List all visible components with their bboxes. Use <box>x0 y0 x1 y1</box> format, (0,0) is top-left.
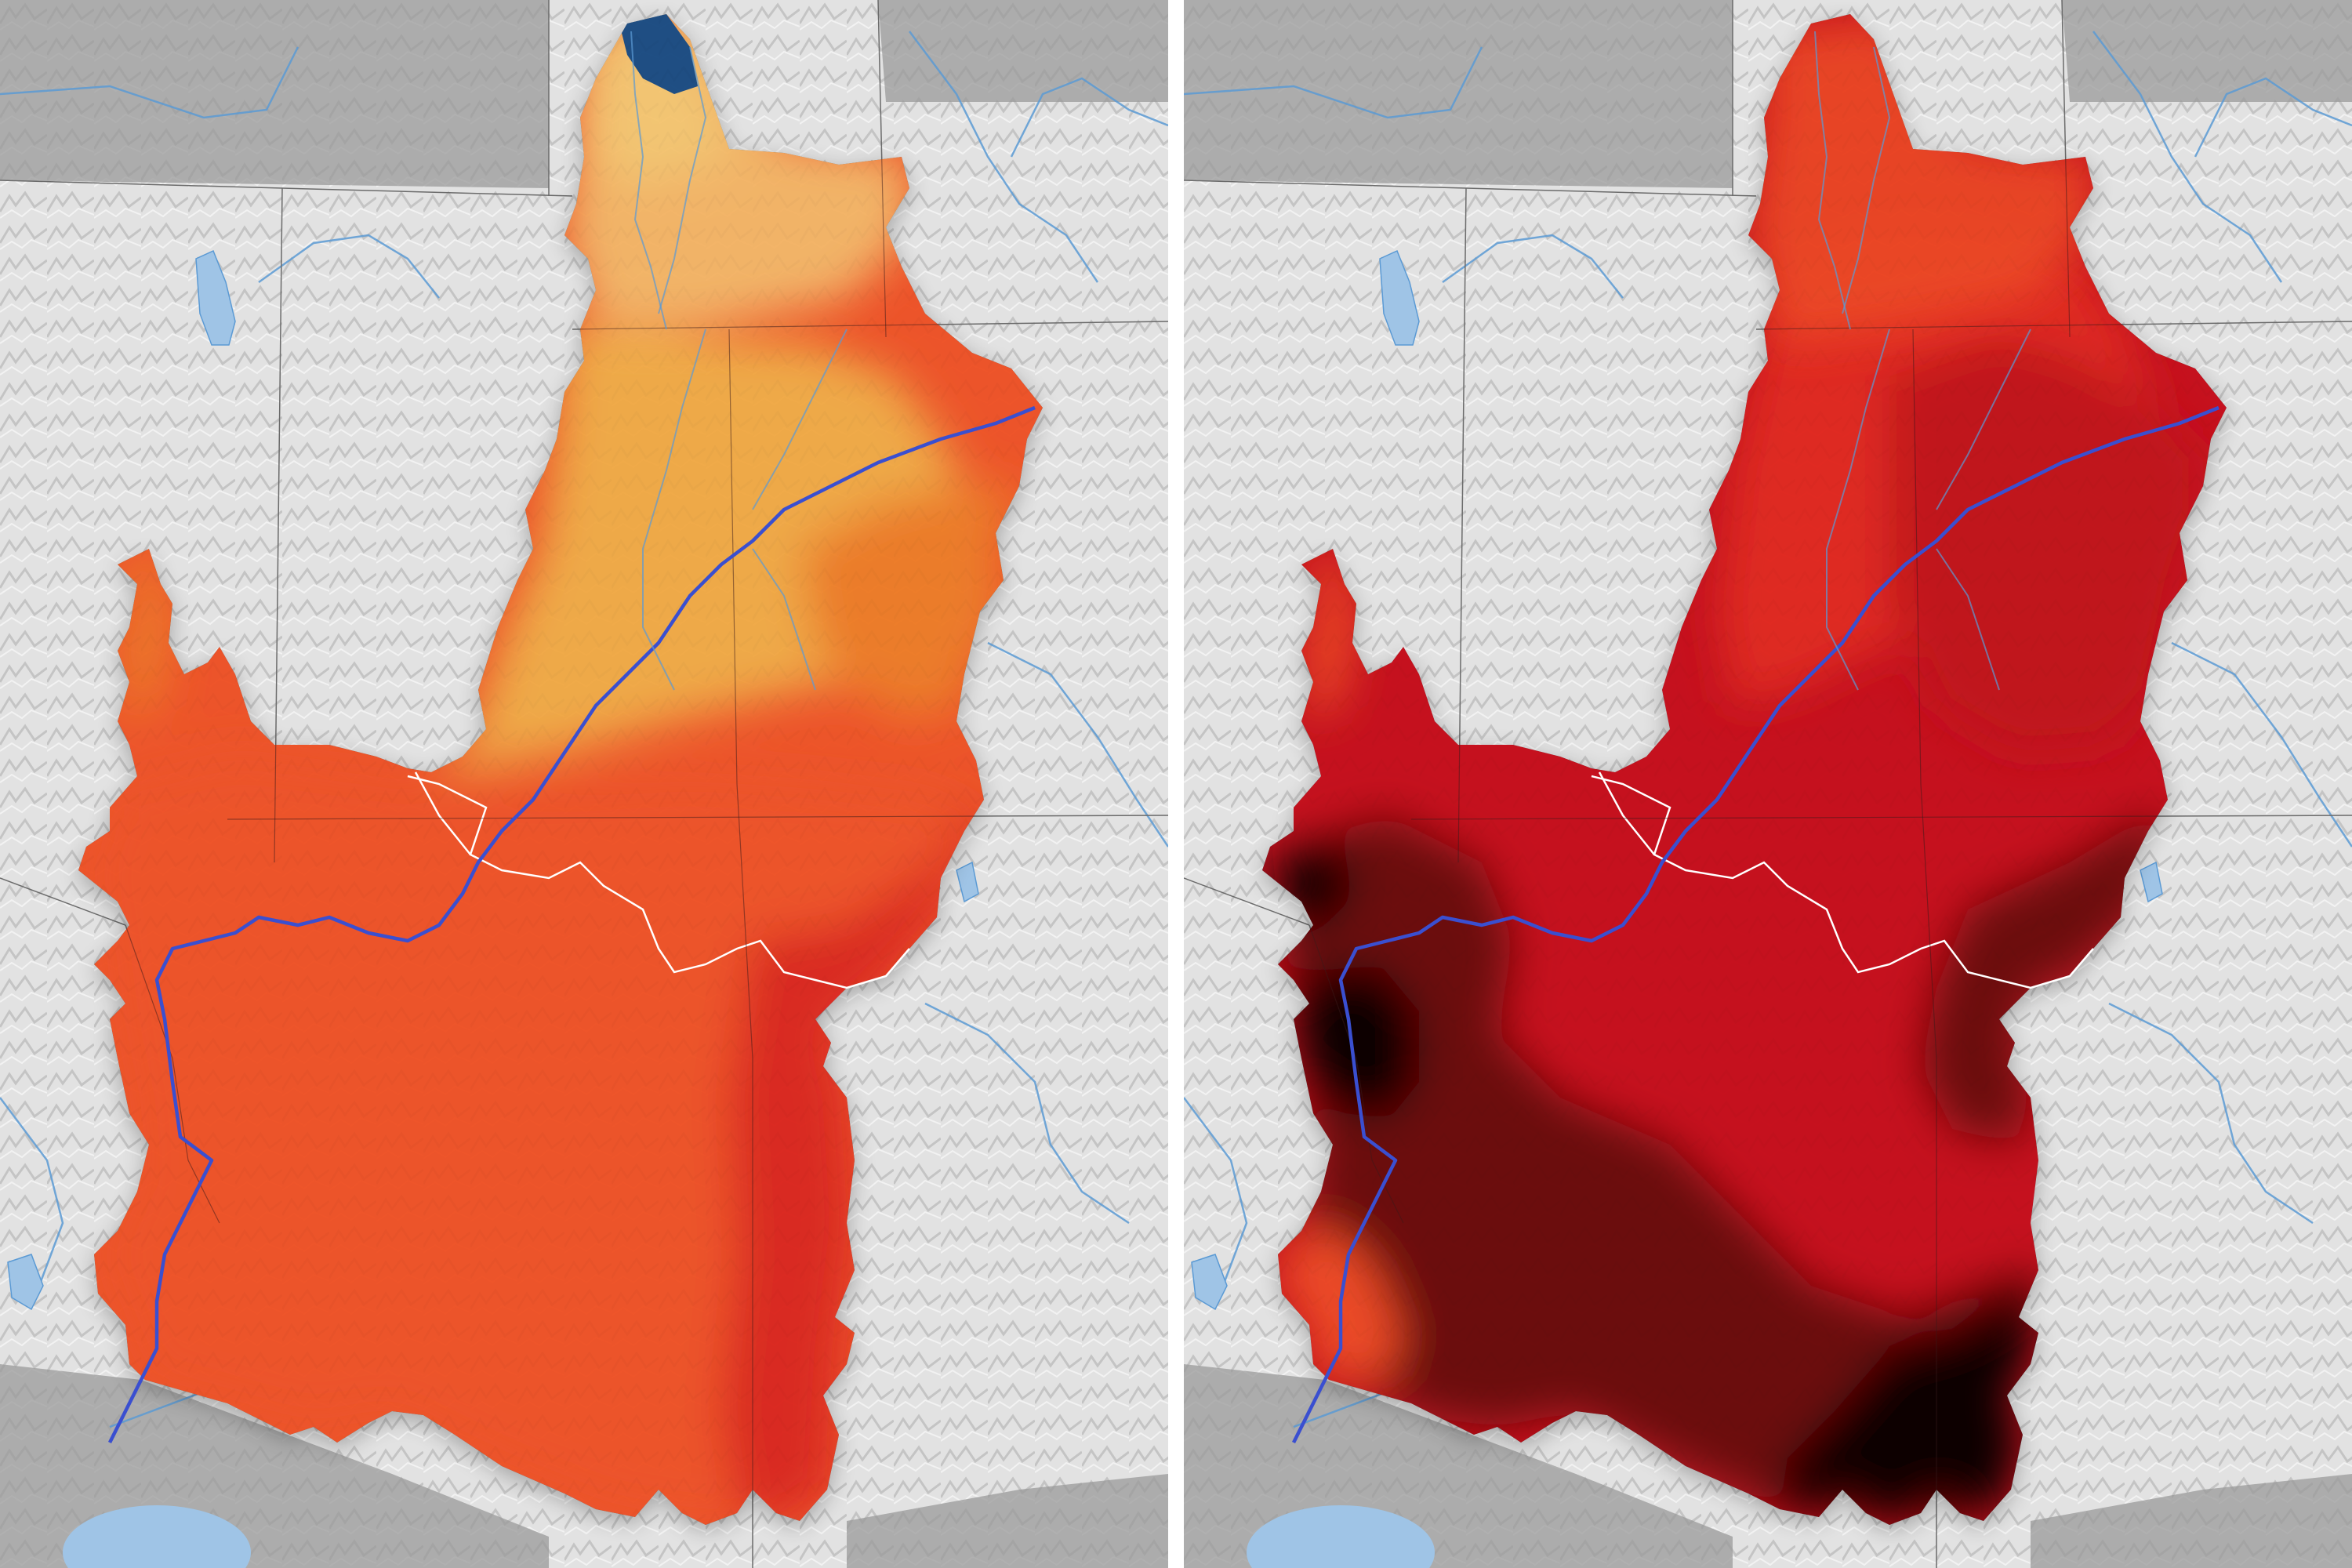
river-line <box>1184 1097 1248 1287</box>
lake <box>956 861 979 903</box>
tributary <box>752 548 816 691</box>
state-border <box>0 877 126 926</box>
lake <box>195 249 236 346</box>
basin-heatmap <box>78 14 1043 1525</box>
river-line <box>2108 1002 2314 1225</box>
tributary <box>1936 548 2000 691</box>
river-line <box>1010 77 1168 158</box>
basin-hillshade <box>1262 14 2227 1525</box>
river-line <box>924 1002 1130 1225</box>
lake <box>7 1254 44 1311</box>
region-outside-north-east <box>2062 0 2352 102</box>
tributary <box>630 31 667 330</box>
river-line <box>1442 234 1624 299</box>
tributary <box>1936 328 2031 510</box>
tributary <box>642 328 706 691</box>
gulf-water <box>63 1505 251 1568</box>
river-line <box>0 46 299 119</box>
state-border <box>572 321 1043 330</box>
river-line <box>2092 31 2283 283</box>
sub-basin-boundary <box>1598 771 1655 855</box>
tributary <box>658 46 707 314</box>
basin-hillshade <box>78 14 1043 1525</box>
panel-divider <box>1168 0 1184 1568</box>
colorado-river <box>1291 405 2220 1444</box>
region-outside-south-east <box>2031 1474 2352 1568</box>
lake <box>1191 1254 1228 1311</box>
map-panel-right <box>1184 0 2352 1568</box>
river-line <box>909 31 1099 283</box>
colorado-river <box>107 405 1036 1444</box>
state-border <box>1308 924 1404 1224</box>
river-line <box>2194 77 2352 158</box>
region-outside-north-east <box>878 0 1168 102</box>
state-border <box>125 924 220 1224</box>
river-line <box>1184 46 1483 119</box>
basin-heatmap <box>1262 14 2227 1525</box>
region-outside-south-east <box>847 1474 1168 1568</box>
river-line <box>258 234 440 299</box>
tributary <box>1842 46 1891 314</box>
river-line <box>0 1097 64 1287</box>
state-border <box>1755 321 2227 330</box>
map-panel-left <box>0 0 1168 1568</box>
sub-basin-boundary <box>414 771 471 855</box>
tributary <box>1814 31 1851 330</box>
tributary <box>752 328 848 510</box>
gulf-water <box>1247 1505 1435 1568</box>
tributary <box>1826 328 1890 691</box>
state-border <box>1184 877 1310 926</box>
lake <box>2140 861 2163 903</box>
lake <box>1379 249 1420 346</box>
